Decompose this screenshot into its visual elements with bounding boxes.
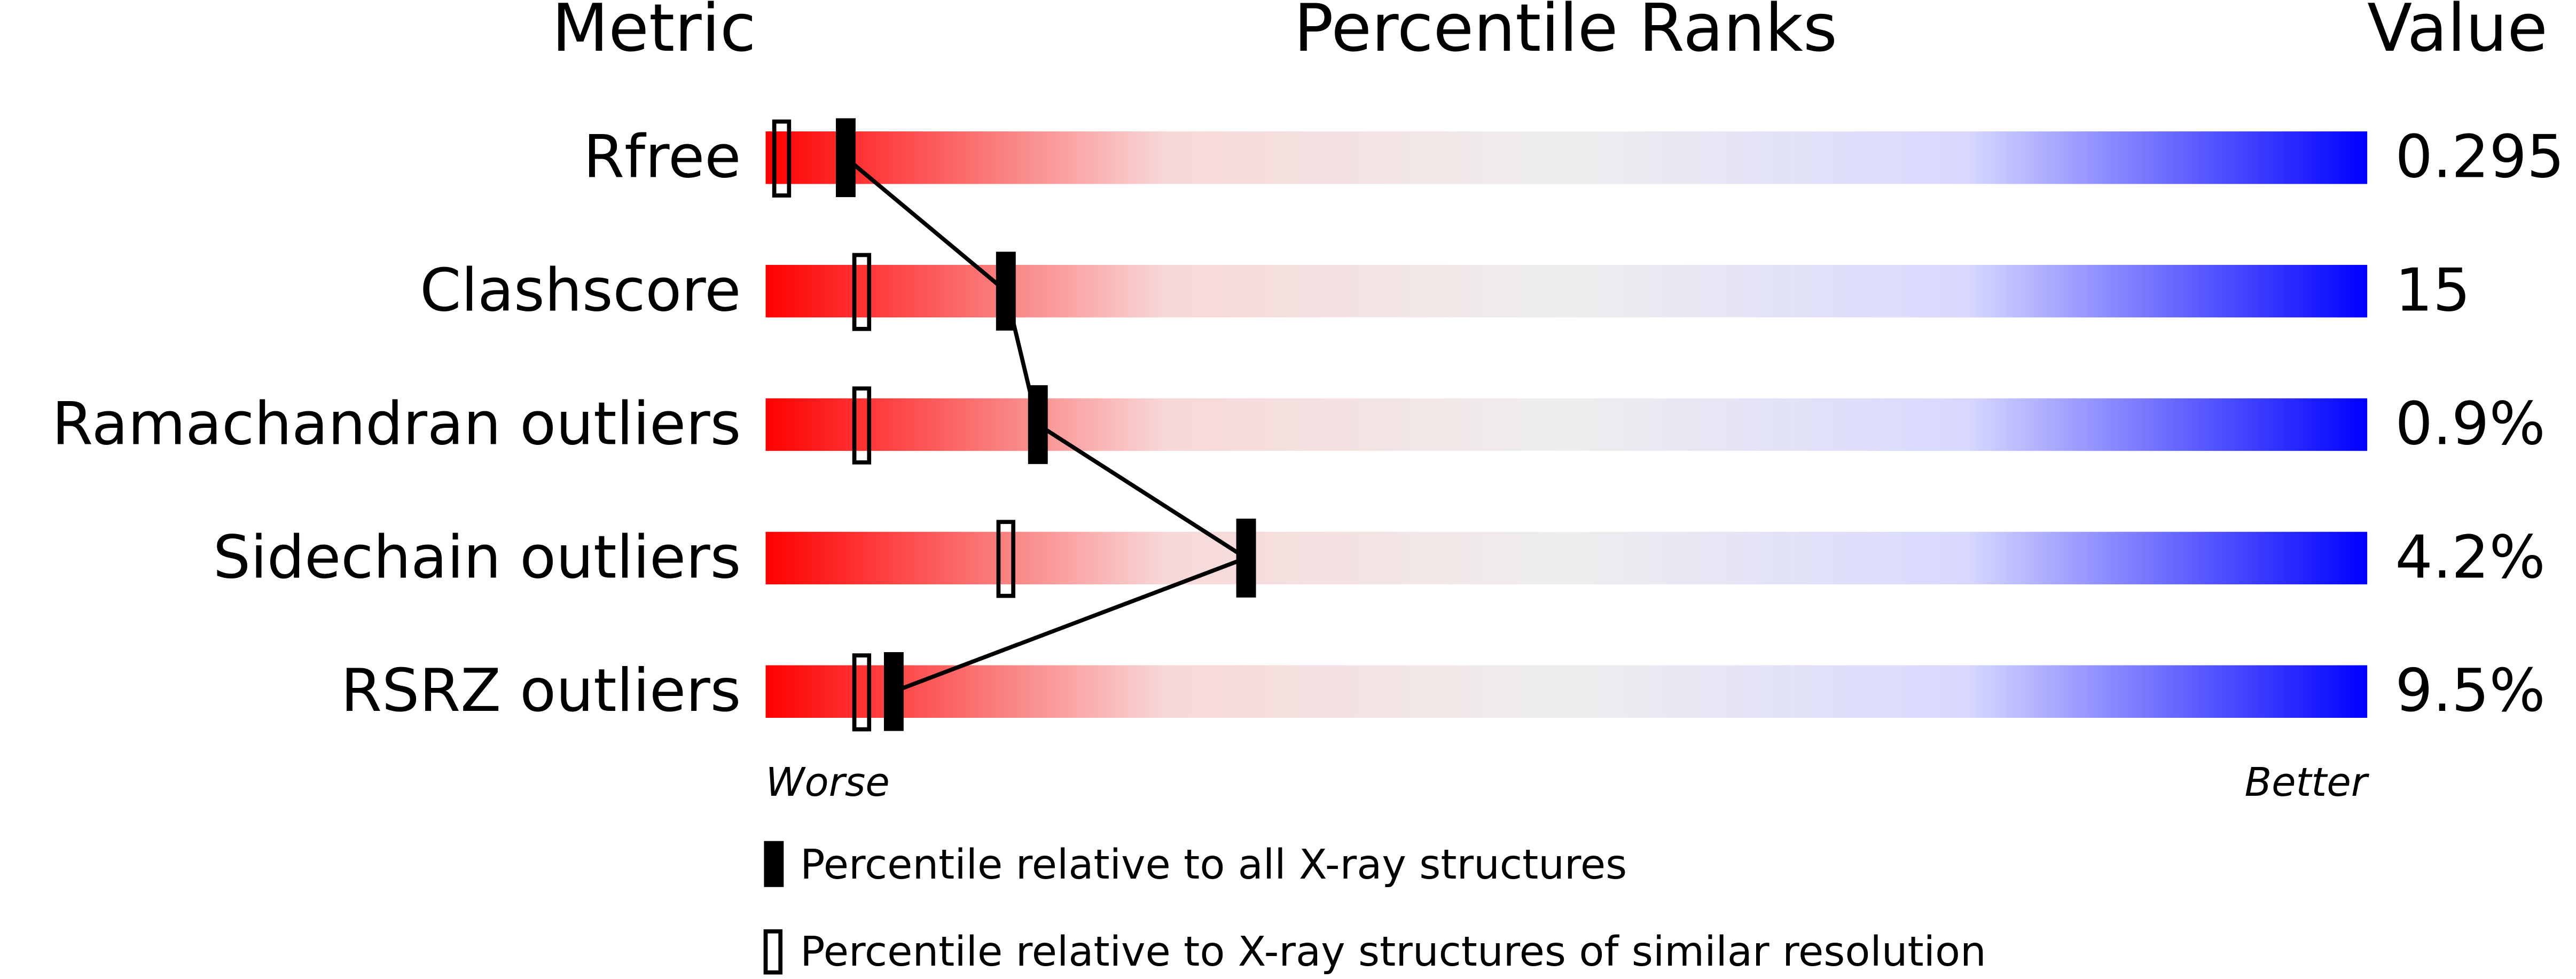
legend-label: Percentile relative to all X-ray structu… (800, 841, 1627, 889)
legend-swatch (763, 929, 783, 975)
metric-label: Rfree (583, 123, 741, 192)
metric-value: 15 (2395, 256, 2470, 325)
percentile-marker-all (1236, 519, 1256, 598)
worse-label: Worse (765, 759, 889, 805)
metric-label: Clashscore (420, 256, 741, 325)
legend-label: Percentile relative to X-ray structures … (800, 928, 1986, 976)
percentile-marker-similar (996, 520, 1015, 598)
metric-value: 0.9% (2395, 389, 2545, 458)
percentile-marker-all (835, 118, 856, 198)
metric-label: RSRZ outliers (341, 656, 741, 725)
percentile-marker-similar (772, 119, 792, 198)
metric-value: 4.2% (2395, 523, 2545, 592)
percentile-marker-all (883, 652, 904, 731)
better-label: Better (2244, 759, 2369, 805)
header-metric: Metric (552, 0, 756, 67)
metric-value: 9.5% (2395, 656, 2545, 725)
metric-label: Sidechain outliers (213, 523, 741, 592)
percentile-marker-all (996, 252, 1016, 331)
percentile-marker-all (1028, 385, 1048, 464)
slider-bar (765, 531, 2368, 585)
slider-bar (765, 665, 2368, 718)
slider-bar (765, 131, 2368, 184)
percentile-marker-similar (852, 253, 872, 331)
header-ranks: Percentile Ranks (1294, 0, 1837, 67)
slider-bar (765, 264, 2368, 318)
percentile-marker-similar (852, 386, 872, 465)
header-value: Value (2367, 0, 2548, 67)
percentile-marker-similar (852, 653, 872, 732)
slider-bar (765, 398, 2368, 451)
metric-label: Ramachandran outliers (52, 389, 741, 458)
metric-value: 0.295 (2395, 123, 2564, 192)
legend-swatch (764, 841, 784, 887)
